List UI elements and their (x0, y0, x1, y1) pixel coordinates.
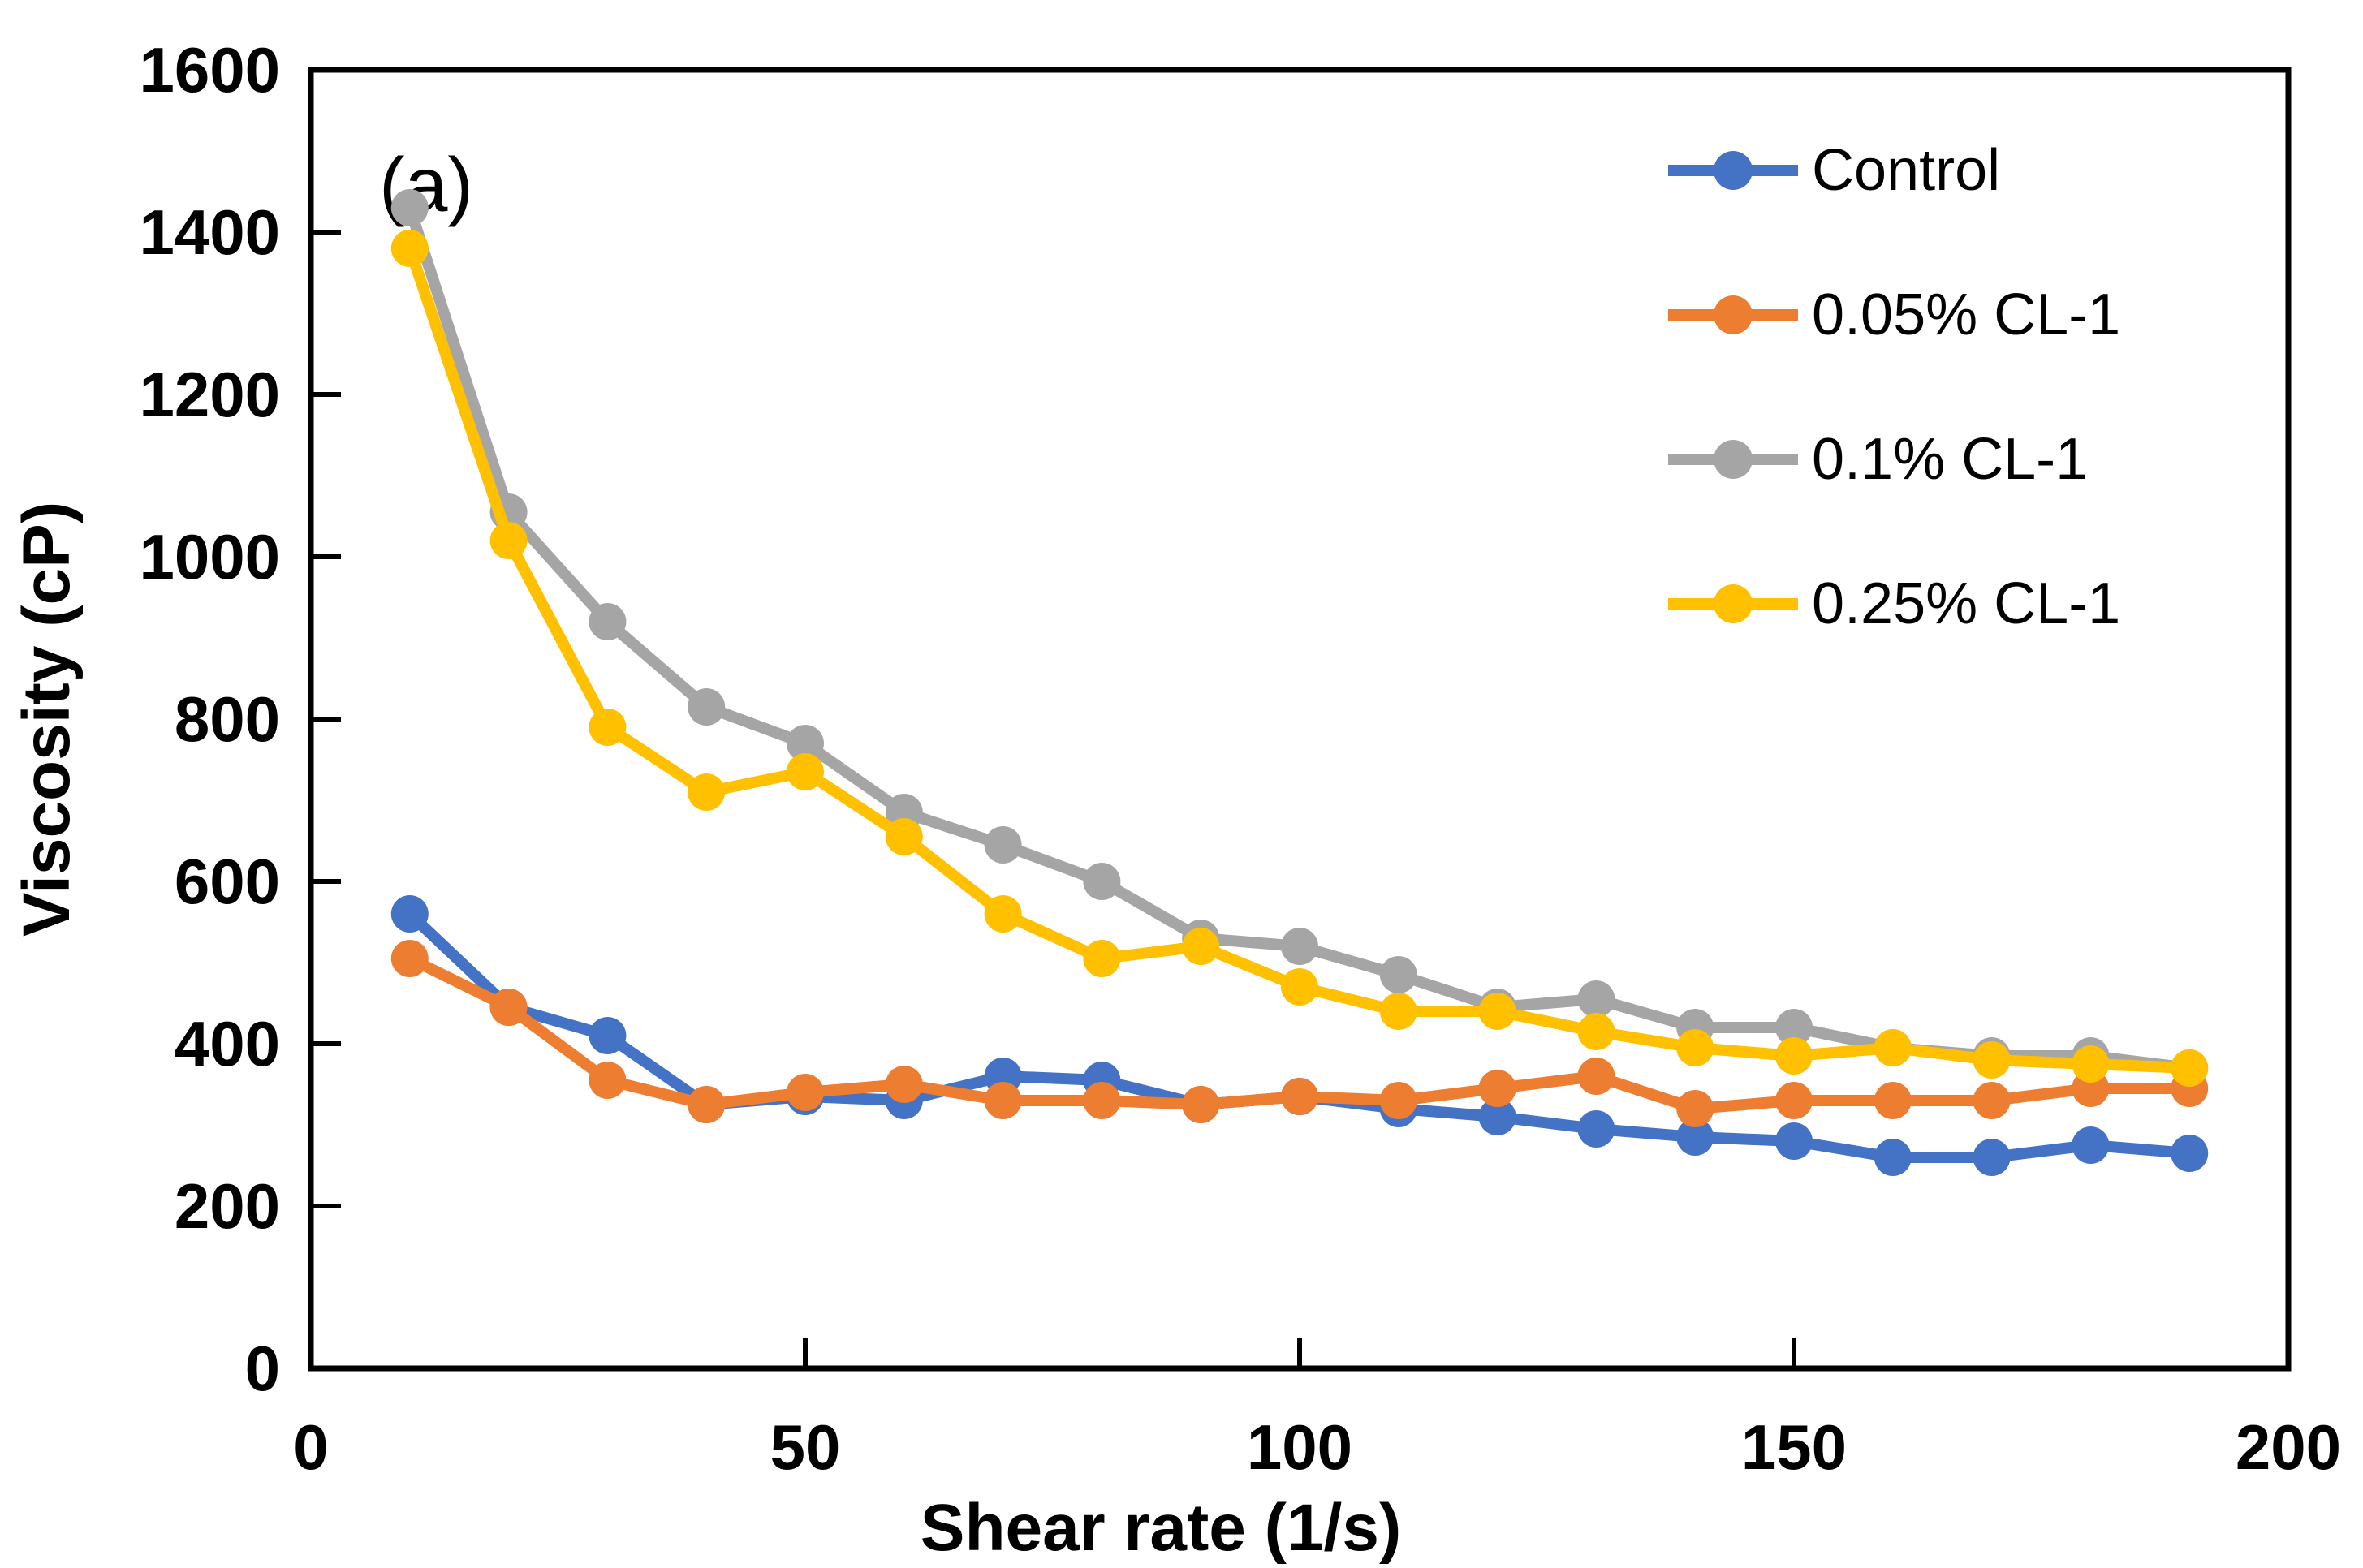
y-tick-label: 1000 (139, 521, 280, 592)
legend-item-005-cl1: 0.05% CL-1 (1668, 282, 2120, 347)
x-tick-label: 0 (293, 1411, 328, 1483)
data-point-marker (390, 940, 429, 977)
data-point-marker (688, 773, 726, 811)
data-point-marker (1676, 1029, 1714, 1066)
y-axis-ticks (311, 230, 341, 1208)
data-point-marker (787, 753, 824, 790)
data-point-marker (1874, 1029, 1912, 1066)
data-point-marker (1676, 1090, 1714, 1127)
data-point-marker (787, 1074, 824, 1111)
y-axis-title: Viscosity (cP) (10, 502, 84, 937)
data-point-marker (1775, 1122, 1813, 1160)
data-point-marker (1577, 980, 1615, 1018)
legend-marker-01-cl1 (1714, 440, 1753, 479)
data-point-marker (1775, 1009, 1813, 1046)
data-point-marker (1874, 1139, 1912, 1176)
data-point-marker (589, 1017, 627, 1054)
y-tick-label: 1400 (139, 196, 280, 268)
data-point-marker (1182, 928, 1220, 965)
data-point-marker (1083, 1082, 1121, 1119)
legend-item-control: Control (1668, 138, 2000, 203)
data-point-marker (1973, 1139, 2011, 1176)
data-point-marker (1676, 1118, 1714, 1156)
data-point-marker (489, 522, 528, 559)
data-point-marker (1577, 1058, 1615, 1095)
data-point-marker (1379, 956, 1417, 993)
data-point-marker (589, 709, 627, 746)
data-point-marker (589, 1062, 627, 1099)
data-point-marker (2072, 1126, 2110, 1164)
legend-label-025-cl1: 0.25% CL-1 (1812, 571, 2120, 636)
y-axis-labels: 0 200 400 600 800 1000 1200 1400 1600 (139, 34, 280, 1404)
data-point-marker (1478, 1098, 1516, 1135)
data-point-marker (1973, 1082, 2011, 1119)
data-point-marker (1379, 1082, 1417, 1119)
data-point-marker (984, 826, 1022, 864)
y-tick-label: 1200 (139, 359, 280, 430)
data-point-marker (1478, 993, 1516, 1030)
data-point-marker (1973, 1041, 2011, 1079)
data-point-marker (589, 603, 627, 640)
legend-label-005-cl1: 0.05% CL-1 (1812, 282, 2120, 347)
data-point-marker (1577, 1013, 1615, 1050)
data-point-marker (1379, 993, 1417, 1030)
data-point-marker (787, 725, 824, 762)
data-point-marker (390, 230, 429, 267)
series-0-25-cl-1 (390, 230, 2209, 1087)
data-point-marker (1577, 1110, 1615, 1148)
data-point-marker (1775, 1082, 1813, 1119)
y-tick-label: 800 (175, 683, 280, 755)
x-tick-label: 50 (770, 1411, 841, 1483)
data-point-marker (390, 189, 429, 226)
data-point-marker (1478, 1070, 1516, 1107)
y-tick-label: 600 (175, 846, 280, 917)
x-tick-label: 100 (1247, 1411, 1352, 1483)
series-layer (390, 189, 2209, 1176)
legend: Control 0.05% CL-1 0.1% CL-1 0.25% CL-1 (1668, 138, 2120, 636)
x-axis-title: Shear rate (1/s) (921, 1491, 1402, 1565)
data-point-marker (984, 895, 1022, 933)
legend-marker-005-cl1 (1714, 295, 1753, 334)
data-point-marker (1281, 968, 1318, 1006)
y-tick-label: 0 (245, 1333, 280, 1404)
legend-item-025-cl1: 0.25% CL-1 (1668, 571, 2120, 636)
data-point-marker (390, 895, 429, 933)
legend-label-control: Control (1812, 138, 2000, 203)
data-point-marker (984, 1082, 1022, 1119)
data-point-marker (688, 688, 726, 726)
legend-marker-control (1714, 151, 1753, 190)
x-tick-label: 200 (2236, 1411, 2341, 1483)
data-point-marker (2171, 1049, 2209, 1087)
series-0-05-cl-1 (390, 940, 2209, 1127)
legend-label-01-cl1: 0.1% CL-1 (1812, 427, 2088, 492)
data-point-marker (2072, 1045, 2110, 1083)
data-point-marker (2171, 1135, 2209, 1172)
data-point-marker (489, 989, 528, 1026)
x-axis-labels: 0 50 100 150 200 (293, 1411, 2341, 1483)
data-point-marker (1281, 928, 1318, 965)
data-point-marker (885, 1066, 923, 1103)
x-tick-label: 150 (1741, 1411, 1847, 1483)
data-point-marker (885, 818, 923, 855)
data-point-marker (1281, 1078, 1318, 1115)
x-axis-ticks (803, 1338, 1796, 1368)
legend-item-01-cl1: 0.1% CL-1 (1668, 427, 2088, 492)
data-point-marker (1874, 1082, 1912, 1119)
y-tick-label: 400 (175, 1008, 280, 1079)
data-point-marker (1775, 1037, 1813, 1075)
data-point-marker (1182, 1086, 1220, 1123)
data-point-marker (1083, 940, 1121, 977)
data-point-marker (688, 1086, 726, 1123)
y-tick-label: 1600 (139, 34, 280, 106)
legend-marker-025-cl1 (1714, 584, 1753, 623)
y-tick-label: 200 (175, 1170, 280, 1242)
data-point-marker (1083, 863, 1121, 900)
